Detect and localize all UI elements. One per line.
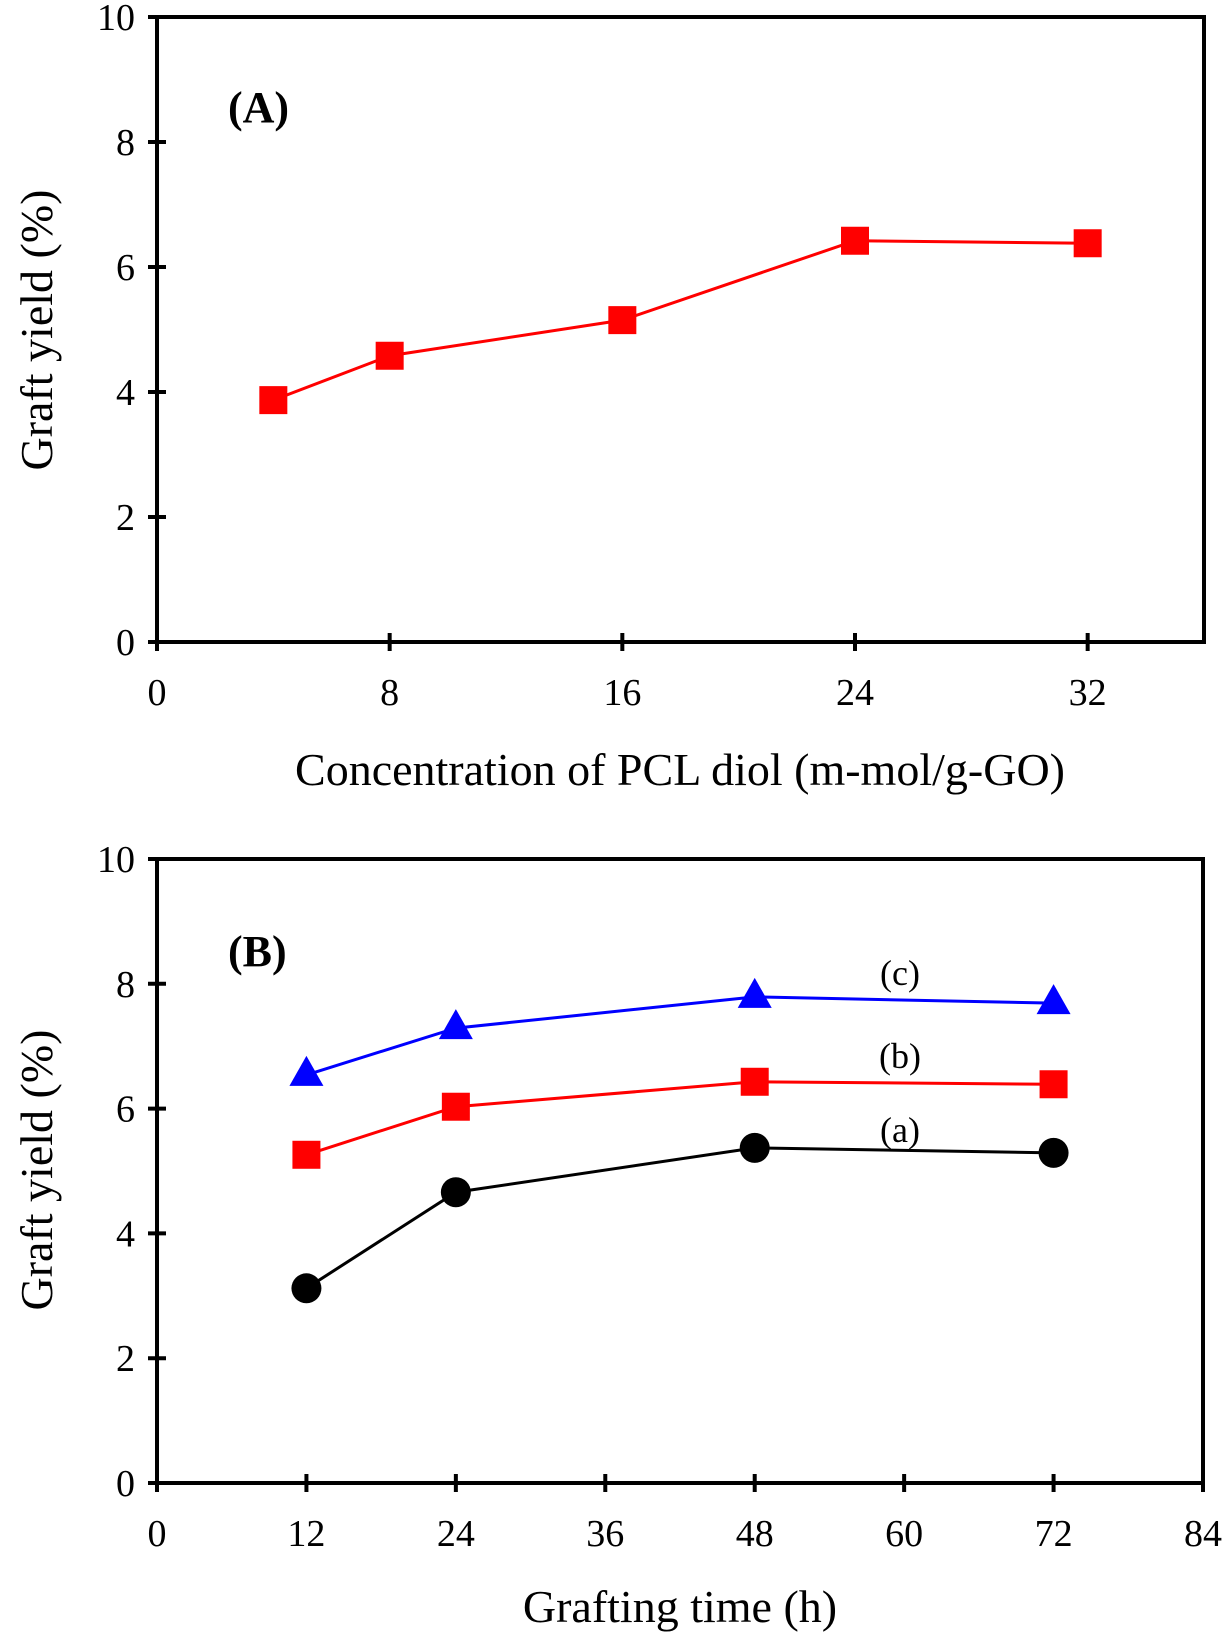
panel-a-x-tick-label: 24 [836,672,874,714]
panel-b-y-axis-title: Graft yield (%) [11,1030,62,1311]
panel-b-y-tick-label: 2 [116,1338,135,1380]
panel-b-triangle-marker [289,1055,324,1086]
panel-b-y-tick-label: 8 [116,964,135,1006]
panel-a-y-tick-label: 0 [116,622,135,664]
panel-b-x-tick-label: 36 [586,1513,624,1555]
panel-b-square-marker [740,1067,769,1096]
panel-a-y-tick-label: 10 [97,0,135,39]
panel-b-series-line-a [305,1146,1054,1290]
panel-a-square-marker [841,226,869,255]
panel-b-square-marker [441,1092,470,1121]
panel-a-plot-frame [155,15,1206,644]
panel-b-x-tick-label: 48 [736,1513,774,1555]
panel-b-x-tick-label: 24 [437,1513,475,1555]
panel-a-y-tick-label: 2 [116,497,135,539]
panel-b-x-tick-label: 84 [1184,1513,1222,1555]
panel-a-series-line-0 [272,239,1088,402]
panel-b-x-tick-label: 0 [148,1513,167,1555]
panel-b-triangle-marker [1036,984,1071,1015]
panel-a-chart: (A) Concentration of PCL diol (m-mol/g-G… [11,0,1206,795]
panel-b-plot-frame [155,857,1205,1485]
panel-b-label: (B) [228,927,287,976]
panel-b-y-tick-label: 0 [116,1463,135,1505]
panel-b-circle-marker [1038,1137,1069,1168]
panel-b-circle-marker [291,1273,322,1304]
panel-b-series-line-b [305,1080,1054,1157]
panel-b-x-axis-title: Grafting time (h) [523,1581,837,1632]
panel-a-y-tick-label: 4 [116,372,135,414]
panel-a-square-marker [1073,229,1102,258]
panel-b-triangle-marker [737,977,772,1008]
panel-a-square-marker [608,306,637,335]
panel-a-square-marker [259,386,288,415]
panel-b-y-tick-label: 10 [97,839,135,881]
panel-a-y-axis-title: Graft yield (%) [11,190,62,471]
panel-b-x-tick-label: 60 [885,1513,923,1555]
panel-b-y-tick-label: 4 [116,1213,135,1255]
panel-b-y-tick-label: 6 [116,1089,135,1131]
panel-a-label: (A) [228,83,289,132]
panel-b-circle-marker [440,1177,471,1208]
panel-b-x-tick-label: 72 [1035,1513,1073,1555]
panel-a-x-axis-title: Concentration of PCL diol (m-mol/g-GO) [295,744,1065,795]
panel-b-square-marker [292,1140,321,1169]
panel-a-x-tick-label: 0 [148,672,167,714]
panel-b-triangle-marker [438,1009,473,1040]
panel-b-square-marker [1039,1070,1068,1099]
panel-a-y-tick-label: 8 [116,122,135,164]
panel-b-series-label: (c) [880,953,920,993]
panel-a-square-marker [375,341,404,370]
panel-a-x-tick-label: 16 [603,672,641,714]
panel-a-x-tick-label: 8 [380,672,399,714]
panel-b-series-line-c [305,995,1054,1077]
panel-b-x-tick-label: 12 [287,1513,325,1555]
panel-a-x-tick-label: 32 [1069,672,1107,714]
panel-b-chart: (B) Grafting time (h) Graft yield (%) 0 2… [11,839,1222,1632]
panel-a-y-tick-label: 6 [116,247,135,289]
panel-b-series-label: (b) [879,1036,921,1076]
panel-b-series-label: (a) [880,1110,920,1150]
panel-b-circle-marker [739,1132,770,1163]
